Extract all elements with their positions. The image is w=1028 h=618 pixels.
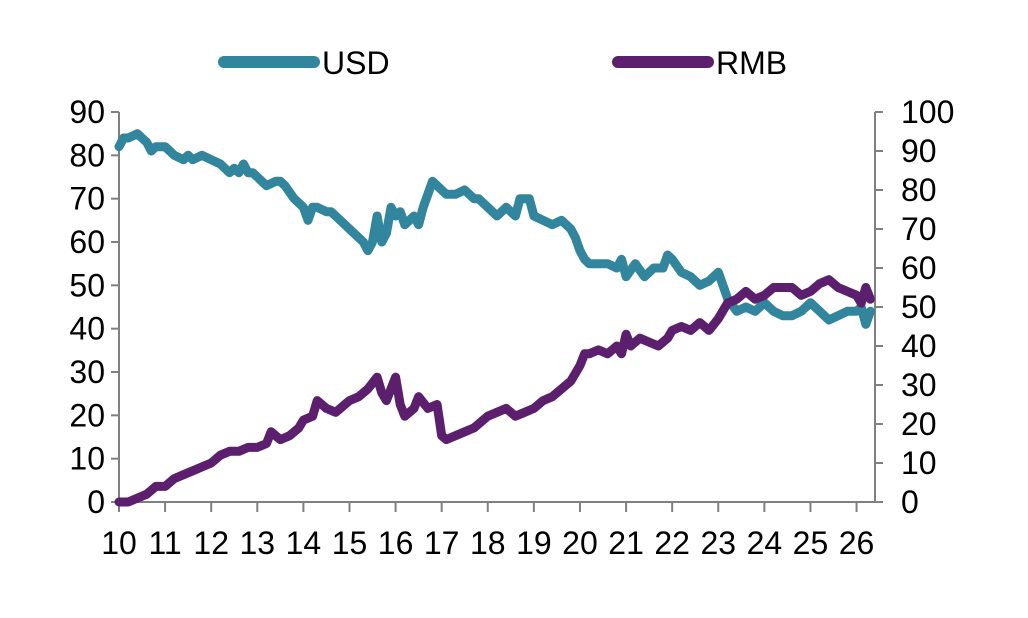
x-tick-label: 12 <box>193 525 229 561</box>
right-y-tick-label: 10 <box>901 445 937 481</box>
x-tick-label: 19 <box>516 525 552 561</box>
left-y-tick-label: 50 <box>69 267 105 303</box>
left-y-tick-label: 20 <box>69 397 105 433</box>
right-y-tick-label: 20 <box>901 406 937 442</box>
chart-legend: USD RMB <box>218 45 787 81</box>
x-tick-label: 16 <box>378 525 414 561</box>
right-y-tick-label: 50 <box>901 289 937 325</box>
right-y-tick-label: 100 <box>901 94 954 130</box>
x-tick-label: 10 <box>101 525 137 561</box>
left-y-tick-label: 90 <box>69 94 105 130</box>
x-tick-label: 21 <box>608 525 644 561</box>
x-tick-label: 26 <box>839 525 875 561</box>
series-line-usd <box>114 129 875 329</box>
x-tick-label: 11 <box>148 525 181 561</box>
left-y-tick-label: 70 <box>69 181 105 217</box>
x-tick-label: 14 <box>286 525 322 561</box>
x-tick-label: 18 <box>470 525 506 561</box>
chart-axes: 0102030405060708090010203040506070809010… <box>69 94 954 561</box>
x-tick-label: 13 <box>239 525 275 561</box>
left-y-tick-label: 30 <box>69 354 105 390</box>
x-tick-label: 15 <box>332 525 368 561</box>
left-y-tick-label: 40 <box>69 311 105 347</box>
right-y-tick-label: 60 <box>901 250 937 286</box>
left-y-tick-label: 10 <box>69 441 105 477</box>
right-y-tick-label: 80 <box>901 172 937 208</box>
x-tick-label: 17 <box>424 525 460 561</box>
x-tick-label: 22 <box>654 525 690 561</box>
left-y-tick-label: 60 <box>69 224 105 260</box>
series-line-rmb <box>114 275 875 507</box>
legend-label-usd: USD <box>322 45 390 81</box>
right-y-tick-label: 70 <box>901 211 937 247</box>
right-y-tick-label: 90 <box>901 133 937 169</box>
x-tick-label: 25 <box>793 525 829 561</box>
legend-label-rmb: RMB <box>716 45 787 81</box>
series-layer <box>114 129 875 507</box>
x-tick-label: 23 <box>700 525 736 561</box>
right-y-tick-label: 30 <box>901 367 937 403</box>
x-tick-label: 20 <box>562 525 598 561</box>
right-y-tick-label: 0 <box>901 484 919 520</box>
left-y-tick-label: 80 <box>69 137 105 173</box>
left-y-tick-label: 0 <box>87 484 105 520</box>
right-y-tick-label: 40 <box>901 328 937 364</box>
x-tick-label: 24 <box>747 525 783 561</box>
